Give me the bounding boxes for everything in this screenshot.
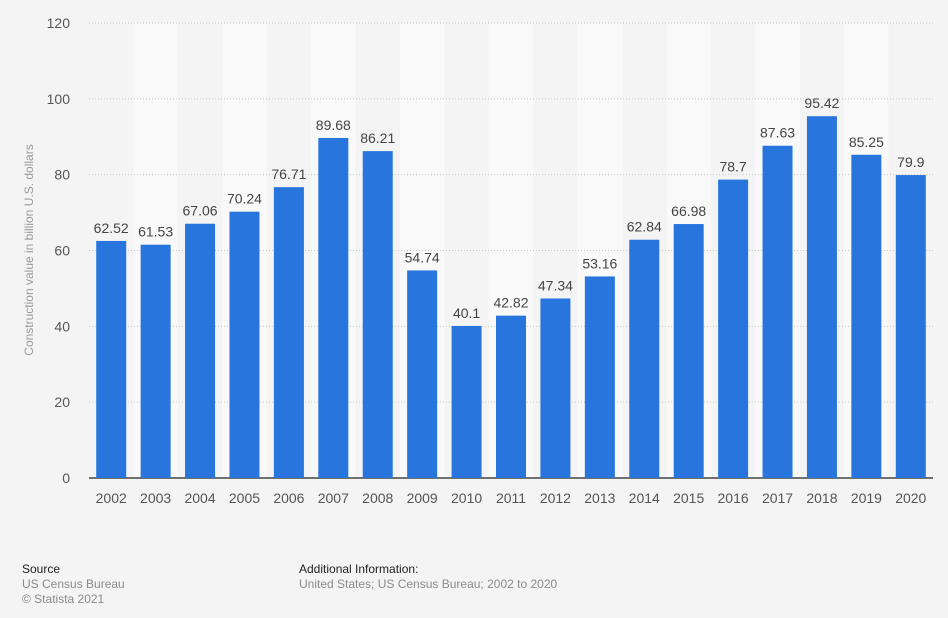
data-label-2002: 62.52 (94, 220, 129, 236)
bar-2009[interactable] (407, 270, 438, 478)
bar-2017[interactable] (762, 145, 793, 478)
x-tick-label: 2019 (851, 490, 882, 506)
y-axis-label: Construction value in billion U.S. dolla… (22, 144, 36, 355)
x-tick-label: 2005 (229, 490, 260, 506)
x-tick-label: 2004 (184, 490, 215, 506)
data-label-2005: 70.24 (227, 191, 262, 207)
data-label-2010: 40.1 (453, 305, 480, 321)
y-tick-label: 20 (54, 394, 70, 410)
x-tick-label: 2002 (96, 490, 127, 506)
data-label-2013: 53.16 (582, 255, 617, 271)
y-tick-label: 0 (62, 470, 70, 486)
bar-2013[interactable] (584, 276, 615, 478)
x-tick-label: 2017 (762, 490, 793, 506)
y-tick-label: 40 (54, 318, 70, 334)
x-tick-label: 2014 (629, 490, 660, 506)
data-label-2004: 67.06 (183, 203, 218, 219)
x-tick-label: 2006 (273, 490, 304, 506)
source-name[interactable]: US Census Bureau (22, 577, 125, 591)
data-label-2003: 61.53 (138, 224, 173, 240)
bar-2020[interactable] (895, 175, 926, 478)
x-tick-label: 2016 (718, 490, 749, 506)
additional-info-title: Additional Information: (299, 562, 419, 576)
y-tick-label: 80 (54, 167, 70, 183)
data-label-2006: 76.71 (271, 166, 306, 182)
x-tick-label: 2007 (318, 490, 349, 506)
bar-2005[interactable] (229, 211, 260, 478)
y-tick-label: 100 (47, 91, 71, 107)
bar-2018[interactable] (806, 116, 837, 479)
data-label-2008: 86.21 (360, 130, 395, 146)
x-tick-label: 2013 (584, 490, 615, 506)
source-block: Source US Census Bureau © Statista 2021 (22, 562, 125, 607)
bar-2006[interactable] (273, 187, 304, 479)
x-tick-label: 2015 (673, 490, 704, 506)
bar-2010[interactable] (451, 325, 482, 478)
copyright: © Statista 2021 (22, 592, 105, 606)
data-label-2007: 89.68 (316, 117, 351, 133)
data-label-2018: 95.42 (804, 95, 839, 111)
bar-2019[interactable] (851, 154, 882, 478)
additional-info-text: United States; US Census Bureau; 2002 to… (299, 577, 558, 591)
data-label-2017: 87.63 (760, 125, 795, 141)
bar-2007[interactable] (318, 137, 349, 479)
x-tick-label: 2011 (496, 490, 526, 506)
bar-2002[interactable] (96, 240, 127, 478)
bar-2015[interactable] (673, 224, 704, 478)
data-label-2016: 78.7 (719, 159, 746, 175)
data-label-2012: 47.34 (538, 278, 573, 294)
bar-2011[interactable] (496, 315, 526, 478)
x-tick-label: 2003 (140, 490, 171, 506)
data-label-2011: 42.82 (493, 295, 528, 311)
data-label-2009: 54.74 (405, 249, 440, 265)
x-tick-label: 2018 (806, 490, 837, 506)
y-tick-label: 60 (54, 243, 70, 259)
source-title: Source (22, 562, 61, 576)
x-tick-label: 2009 (407, 490, 438, 506)
bar-2016[interactable] (718, 179, 749, 479)
x-tick-label: 2012 (540, 490, 571, 506)
bar-2012[interactable] (540, 298, 571, 478)
additional-info-block: Additional Information: United States; U… (299, 562, 557, 592)
x-tick-label: 2020 (895, 490, 926, 506)
bar-2003[interactable] (140, 244, 171, 478)
bar-chart: 62.52 61.53 67.06 70.24 76.71 89.68 86.21 54.74… (22, 15, 933, 506)
data-label-2019: 85.25 (849, 134, 884, 150)
data-label-2014: 62.84 (627, 219, 662, 235)
y-tick-label: 120 (47, 15, 71, 31)
bar-2014[interactable] (629, 239, 660, 478)
data-label-2015: 66.98 (671, 203, 706, 219)
data-label-2020: 79.9 (897, 154, 924, 170)
x-tick-label: 2008 (362, 490, 393, 506)
x-tick-label: 2010 (451, 490, 482, 506)
bar-2004[interactable] (185, 223, 216, 478)
bar-2008[interactable] (362, 151, 393, 478)
